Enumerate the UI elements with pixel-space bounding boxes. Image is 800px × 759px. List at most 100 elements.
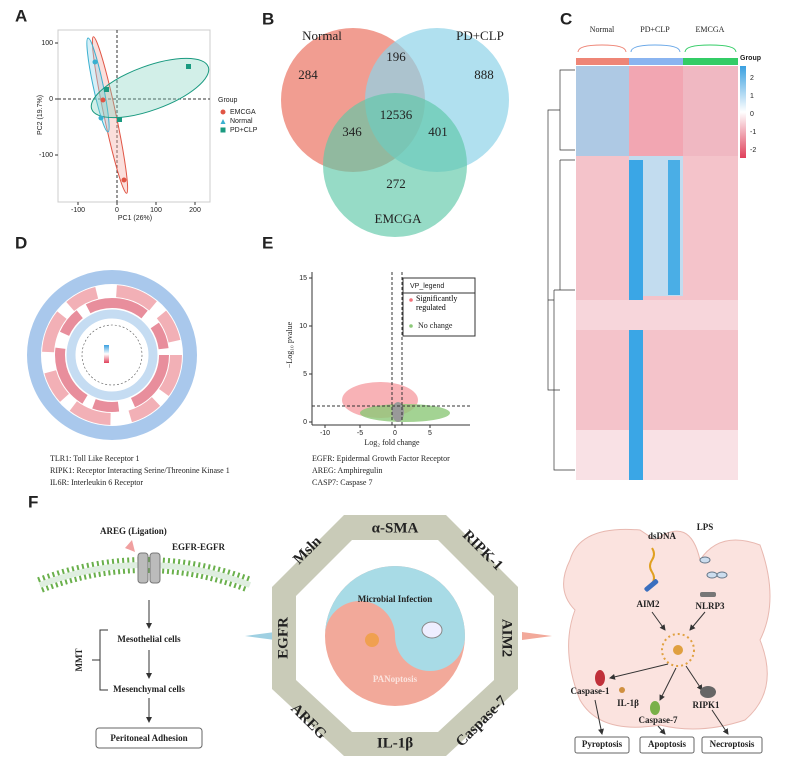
point-cloud: [360, 404, 450, 422]
process-label: MMT: [74, 649, 84, 672]
group-label: PD+CLP: [640, 25, 670, 34]
y-tick-label: 0: [303, 419, 307, 426]
legend-box: [402, 277, 476, 337]
color-scale: [740, 66, 746, 158]
legend-text: Significantly regulated: [416, 294, 458, 312]
count: 196: [386, 49, 406, 64]
panel-c: C Normal PD+CLP EMCGA Group 2 1 0 -1 -2: [547, 9, 761, 480]
panoptosome: [673, 645, 683, 655]
count: 12536: [380, 107, 413, 122]
arrow: [609, 663, 669, 680]
center-label: Microbial Infection: [358, 594, 433, 604]
group-label: Normal: [590, 25, 615, 34]
point: [92, 59, 98, 65]
cell-label: Mesenchymal cells: [113, 684, 185, 694]
caspase1: [595, 670, 605, 686]
plot-frame: [57, 29, 211, 203]
legend-title: VP_legend: [410, 283, 444, 290]
outcome-label: Necroptosis: [710, 739, 755, 749]
legend-label: Normal: [230, 118, 253, 125]
count: 284: [298, 67, 318, 82]
bracket: [684, 44, 737, 53]
count: 401: [428, 124, 448, 139]
heatmap-block: [629, 430, 643, 480]
heatmap-block: [668, 160, 680, 295]
count: 272: [386, 176, 406, 191]
y-tick-label: 100: [41, 40, 53, 47]
arrow: [245, 632, 275, 640]
x-tick-label: -5: [357, 430, 363, 437]
x-tick-label: 100: [150, 207, 162, 214]
trigger-label: LPS: [697, 522, 714, 532]
outcome-label: Apoptosis: [648, 739, 687, 749]
y-tick-label: 15: [299, 275, 307, 282]
note: CASP7: Caspase 7: [312, 478, 372, 487]
receptor: [149, 552, 161, 584]
legend-key: [409, 298, 413, 302]
bracket: [630, 44, 681, 53]
scale-label: 2: [750, 75, 754, 82]
dendrogram: [547, 69, 575, 471]
effector-label: IL-1β: [617, 698, 639, 708]
y-axis-label: PC2 (19.7%): [37, 95, 44, 135]
note: TLR1: Toll Like Receptor 1: [50, 454, 140, 463]
ring: [55, 298, 169, 412]
yin-yang: [325, 566, 465, 671]
ripk1: [700, 686, 716, 698]
outcome-box: [95, 727, 203, 749]
x-tick-label: -10: [320, 430, 330, 437]
legend-title: Group: [740, 55, 761, 62]
arrow: [689, 611, 706, 631]
ellipse-pdclp: [90, 57, 210, 119]
legend-title: Group: [218, 97, 238, 104]
heatmap-block: [629, 66, 683, 156]
dendrogram: [81, 324, 143, 386]
point: [186, 64, 191, 69]
octagon-label: EGFR: [275, 617, 291, 659]
count: 346: [342, 124, 362, 139]
note: EGFR: Epidermal Growth Factor Receptor: [312, 454, 450, 463]
legend-label: Significantly regulated: [416, 294, 458, 312]
point: [117, 117, 122, 122]
point: [98, 115, 104, 121]
arrow: [657, 725, 666, 735]
heatmap-block: [683, 66, 738, 156]
outcome-box: [639, 736, 695, 754]
octagon-label: α-SMA: [372, 520, 419, 536]
legend-key: [409, 324, 413, 328]
panel-a: A -100 0 100 200 100 0 -100 PC1 (26%) PC2 (19.…: [15, 6, 258, 221]
y-tick-label: 5: [303, 371, 307, 378]
bracket: [577, 44, 627, 53]
x-tick-label: 200: [189, 207, 201, 214]
octagon-label: AIM2: [499, 619, 515, 657]
scale-label: 0: [750, 111, 754, 118]
aim2: [644, 579, 659, 592]
point: [100, 97, 106, 103]
scale-label: -1: [750, 129, 756, 136]
legend-label: PD+CLP: [230, 127, 258, 134]
arrow: [685, 665, 703, 691]
x-tick-label: 0: [115, 207, 119, 214]
venn-emcga: [323, 93, 467, 237]
outcome-box: [701, 736, 763, 754]
heatmap-block: [576, 66, 629, 156]
caspase7: [650, 701, 660, 715]
nlrp3: [700, 592, 716, 597]
panel-label: C: [560, 9, 572, 28]
x-axis-label: PC1 (26%): [118, 215, 152, 222]
outcome-label: Pyroptosis: [582, 739, 623, 749]
x-tick-label: -100: [71, 207, 85, 214]
outcome-label: Peritoneal Adhesion: [110, 733, 187, 743]
dna: [649, 547, 655, 585]
y-axis-label: −Log₁₀ pvalue: [285, 321, 294, 368]
outcome-box: [574, 736, 630, 754]
panel-label: F: [28, 492, 38, 511]
panel-e: E -10 -5 0 5 0 5 10 15 VP_legend Significantly …: [262, 233, 476, 487]
legend-key: [220, 109, 226, 115]
center-label: PANoptosis: [373, 674, 418, 684]
panel-label: D: [15, 233, 27, 252]
ring: [27, 270, 197, 440]
arrow: [522, 632, 552, 640]
group-label: EMCGA: [696, 25, 725, 34]
arrow: [659, 667, 677, 701]
